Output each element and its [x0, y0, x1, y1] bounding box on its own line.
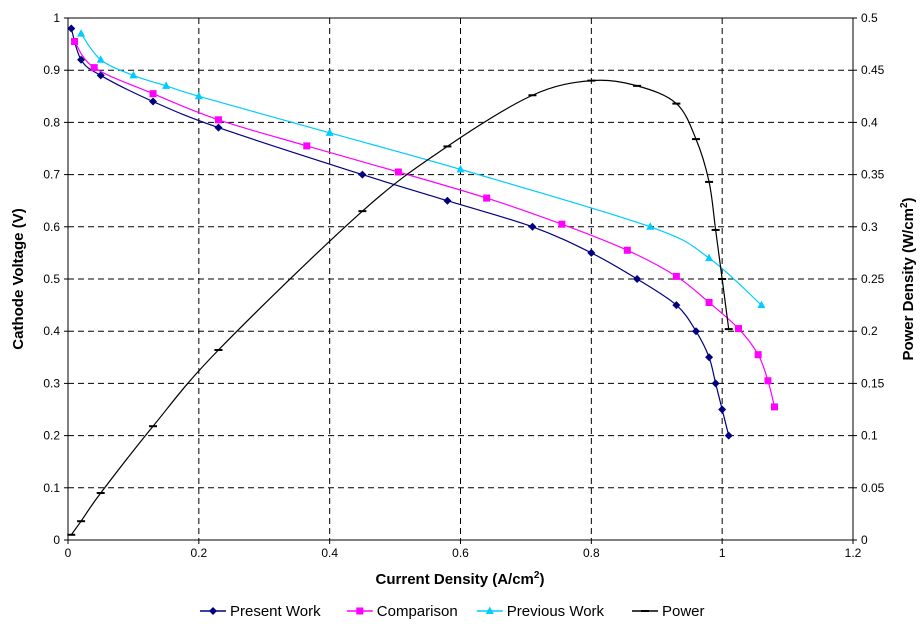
x-tick-label: 0.6 [452, 546, 469, 560]
legend-item-present-work: Present Work [200, 603, 321, 620]
data-point-comparison [394, 168, 402, 176]
legend-label: Present Work [230, 603, 321, 620]
legend-label: Power [662, 603, 705, 620]
y2-tick-label: 0.15 [861, 376, 885, 390]
data-point-previous-work [77, 29, 86, 37]
y-tick-label: 0.8 [43, 115, 60, 129]
y2-axis-title: Power Density (W/cm2) [899, 197, 917, 360]
data-point-comparison [90, 64, 98, 72]
series-comparison [71, 37, 778, 411]
data-point-comparison [754, 351, 762, 359]
data-point-comparison [771, 403, 778, 411]
data-point-comparison [149, 90, 157, 98]
legend-item-previous-work: Previous Work [476, 603, 605, 620]
data-point-comparison [71, 37, 79, 45]
series-previous-work [77, 29, 766, 309]
series-present-work [67, 24, 733, 440]
y-tick-label: 0 [53, 533, 60, 547]
tick-layer: 0 0.2 0.4 0.6 0.8 1 1.200.10.20.30.40.50.60.70… [43, 11, 884, 560]
data-point-present-work [672, 301, 681, 310]
data-point-present-work [724, 431, 733, 440]
data-point-comparison [558, 220, 566, 228]
legend-item-comparison: Comparison [346, 603, 458, 620]
data-point-previous-work [96, 55, 105, 63]
data-point-previous-work [757, 300, 766, 309]
x-tick-label: 0.2 [190, 546, 207, 560]
x-axis-title: Current Density (A/cm2) [376, 570, 545, 588]
data-point-present-work [214, 123, 223, 132]
data-point-previous-work [646, 222, 655, 230]
data-point-present-work [587, 248, 596, 257]
data-point-comparison [214, 116, 222, 124]
data-point-previous-work [162, 81, 171, 89]
series-line-comparison [74, 41, 776, 408]
y-tick-label: 1 [53, 11, 60, 25]
data-point-present-work [692, 327, 700, 336]
data-point-previous-work [705, 253, 714, 262]
data-point-comparison [764, 377, 772, 385]
data-point-present-work [77, 55, 86, 64]
data-point-comparison [623, 246, 631, 254]
data-point-present-work [358, 170, 367, 179]
data-point-present-work [705, 353, 714, 362]
y-tick-label: 0.6 [43, 220, 60, 234]
y-tick-label: 0.9 [43, 63, 60, 77]
grid-layer [68, 18, 853, 540]
data-point-present-work [96, 71, 105, 80]
data-point-comparison [705, 298, 713, 306]
data-point-previous-work [456, 164, 465, 173]
y2-tick-label: 0 [861, 533, 868, 547]
x-tick-label: 0.4 [321, 546, 338, 560]
legend-swatch-marker [209, 607, 217, 615]
y2-tick-label: 0.25 [861, 272, 885, 286]
x-tick-label: 1 [719, 546, 726, 560]
y2-tick-label: 0.1 [861, 429, 878, 443]
data-point-comparison [303, 142, 311, 150]
y-tick-label: 0.1 [43, 481, 60, 495]
y2-tick-label: 0.3 [861, 220, 878, 234]
data-point-comparison [672, 272, 680, 280]
data-point-present-work [528, 222, 537, 231]
y2-tick-label: 0.2 [861, 324, 878, 338]
y-tick-label: 0.4 [43, 324, 60, 338]
series-layer [67, 24, 778, 536]
legend-swatch-marker [485, 606, 494, 614]
y2-tick-label: 0.5 [861, 11, 878, 25]
series-line-previous-work [80, 33, 762, 306]
data-point-comparison [483, 194, 491, 202]
data-point-present-work [718, 405, 727, 414]
data-point-previous-work [325, 128, 334, 136]
data-point-comparison [735, 325, 743, 333]
legend-swatch-marker [356, 607, 364, 615]
x-tick-label: 0 [65, 546, 72, 560]
legend-label: Comparison [377, 603, 458, 620]
y-tick-label: 0.7 [43, 168, 60, 182]
data-point-present-work [443, 196, 452, 205]
data-point-present-work [711, 379, 720, 388]
series-line-present-work [70, 28, 730, 436]
y-axis-title: Cathode Voltage (V) [10, 208, 27, 349]
legend-label: Previous Work [507, 603, 605, 620]
y2-tick-label: 0.05 [861, 481, 885, 495]
y2-tick-label: 0.4 [861, 115, 878, 129]
y2-tick-label: 0.45 [861, 63, 885, 77]
data-point-previous-work [129, 70, 138, 79]
legend-item-power: Power [632, 603, 705, 620]
y-tick-label: 0.2 [43, 429, 60, 443]
y-tick-label: 0.3 [43, 376, 60, 390]
series-line-power [70, 79, 730, 536]
data-point-present-work [633, 275, 642, 283]
legend: Present Work Comparison Previous Work Power [200, 603, 705, 620]
data-point-present-work [67, 24, 76, 33]
data-point-previous-work [194, 91, 203, 100]
data-point-present-work [149, 97, 158, 106]
y2-tick-label: 0.35 [861, 168, 885, 182]
x-tick-label: 0.8 [583, 546, 600, 560]
x-tick-label: 1.2 [845, 546, 862, 560]
y-tick-label: 0.5 [43, 272, 60, 286]
series-power [67, 79, 733, 536]
